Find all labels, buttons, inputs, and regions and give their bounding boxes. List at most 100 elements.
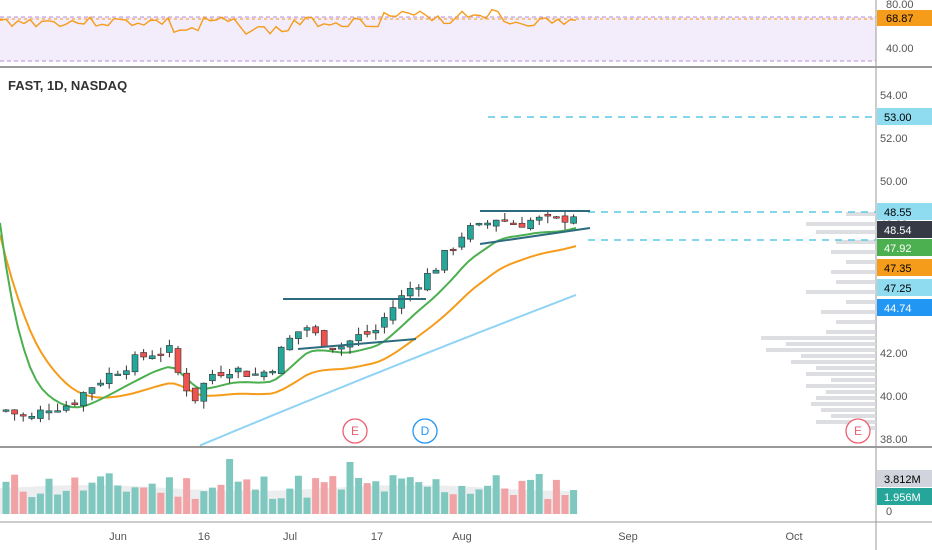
- volume-bar: [312, 478, 320, 514]
- support-line[interactable]: [297, 338, 417, 350]
- price-tag-label: 48.55: [884, 207, 912, 219]
- volume-axis: 3.812M 1.956M 0: [877, 470, 932, 518]
- rsi-line: [0, 8, 577, 36]
- candle-body[interactable]: [406, 288, 414, 297]
- candle-body[interactable]: [467, 225, 474, 240]
- price-tick-label: 52.00: [880, 133, 908, 145]
- price-tag: [877, 221, 932, 238]
- candle-body[interactable]: [131, 354, 139, 373]
- volume-profile-bar: [821, 310, 876, 314]
- candle-body[interactable]: [295, 331, 302, 340]
- candle-body[interactable]: [510, 222, 517, 226]
- time-tick-label: 17: [371, 531, 383, 543]
- candle-body[interactable]: [458, 236, 466, 248]
- candle-body[interactable]: [312, 326, 319, 334]
- candle-body[interactable]: [269, 371, 276, 374]
- candle-body[interactable]: [80, 392, 87, 407]
- time-axis[interactable]: Jun 16 Jul 17 Aug Sep Oct: [109, 531, 802, 543]
- candle-body[interactable]: [2, 409, 10, 412]
- support-line[interactable]: [479, 227, 591, 245]
- candle-body[interactable]: [303, 327, 311, 331]
- candle-body[interactable]: [71, 402, 79, 406]
- candle-body[interactable]: [54, 410, 61, 413]
- candle-body[interactable]: [286, 337, 294, 351]
- candle-body[interactable]: [200, 382, 208, 402]
- candle-body[interactable]: [501, 219, 509, 222]
- candle-body[interactable]: [441, 249, 448, 271]
- trend-lines[interactable]: [283, 210, 591, 350]
- candle-body[interactable]: [243, 370, 251, 377]
- candle-body[interactable]: [475, 223, 483, 226]
- candle-body[interactable]: [398, 295, 405, 309]
- candle-body[interactable]: [570, 216, 577, 224]
- volume-bar: [389, 475, 397, 514]
- volume-bar: [114, 485, 122, 514]
- candle-body[interactable]: [183, 372, 190, 392]
- candle-body[interactable]: [527, 219, 534, 230]
- candle-body[interactable]: [492, 219, 500, 227]
- candle-body[interactable]: [19, 414, 27, 417]
- volume-bar: [380, 491, 388, 514]
- volume-bar: [406, 477, 414, 514]
- candle-body[interactable]: [62, 405, 70, 411]
- event-marker[interactable]: [412, 418, 438, 444]
- candle-body[interactable]: [277, 346, 285, 374]
- ema-fast-line: [0, 222, 577, 409]
- candle-body[interactable]: [45, 410, 53, 414]
- candle-body[interactable]: [424, 273, 431, 291]
- candle-body[interactable]: [105, 372, 113, 385]
- candle-body[interactable]: [174, 348, 182, 373]
- candle-body[interactable]: [166, 345, 173, 353]
- candle-body[interactable]: [320, 330, 328, 348]
- candle-body[interactable]: [157, 353, 165, 356]
- volume-bar: [105, 473, 113, 514]
- candle-body[interactable]: [123, 370, 130, 375]
- volume-profile-bar: [806, 222, 876, 226]
- candle-body[interactable]: [553, 216, 560, 219]
- candle-body[interactable]: [363, 331, 371, 335]
- candle-body[interactable]: [484, 222, 491, 226]
- candle-body[interactable]: [148, 355, 156, 359]
- candle-body[interactable]: [329, 347, 337, 350]
- candle-body[interactable]: [88, 387, 96, 394]
- candle-body[interactable]: [535, 216, 543, 221]
- candle-body[interactable]: [140, 352, 147, 358]
- volume-bar: [183, 478, 191, 514]
- volume-bar: [458, 485, 466, 514]
- candle-body[interactable]: [191, 387, 199, 402]
- volume-bar: [165, 477, 173, 514]
- candle-body[interactable]: [518, 222, 526, 228]
- candle-body[interactable]: [209, 373, 216, 382]
- volume-profile-bar: [846, 300, 876, 304]
- candle-body[interactable]: [114, 373, 122, 376]
- rsi-pane[interactable]: [0, 8, 876, 62]
- candle-body[interactable]: [260, 371, 268, 378]
- candle-body[interactable]: [97, 382, 104, 386]
- candle-body[interactable]: [234, 367, 242, 373]
- price-tag: [877, 203, 932, 220]
- candle-body[interactable]: [226, 374, 233, 379]
- candle-body[interactable]: [415, 287, 423, 290]
- candle-body[interactable]: [355, 334, 362, 342]
- candle-body[interactable]: [217, 372, 225, 377]
- candle-body[interactable]: [389, 307, 397, 321]
- candle-body[interactable]: [37, 409, 44, 419]
- event-letter: D: [421, 424, 430, 438]
- ema-mid-line: [0, 234, 577, 399]
- candle-body[interactable]: [544, 213, 552, 217]
- candle-body[interactable]: [449, 248, 457, 252]
- candle-body[interactable]: [381, 317, 388, 328]
- volume-bars: [2, 459, 578, 514]
- event-marker[interactable]: [845, 418, 871, 444]
- candle-body[interactable]: [28, 416, 36, 419]
- price-axis[interactable]: 54.0052.0050.0048.0046.0044.0042.0040.00…: [880, 90, 908, 446]
- candle-body[interactable]: [372, 330, 380, 334]
- candle-body[interactable]: [11, 409, 18, 415]
- candle-body[interactable]: [432, 269, 440, 274]
- candle-body[interactable]: [338, 346, 345, 350]
- candle-body[interactable]: [561, 215, 569, 223]
- event-marker[interactable]: [342, 418, 368, 444]
- candle-body[interactable]: [252, 373, 259, 376]
